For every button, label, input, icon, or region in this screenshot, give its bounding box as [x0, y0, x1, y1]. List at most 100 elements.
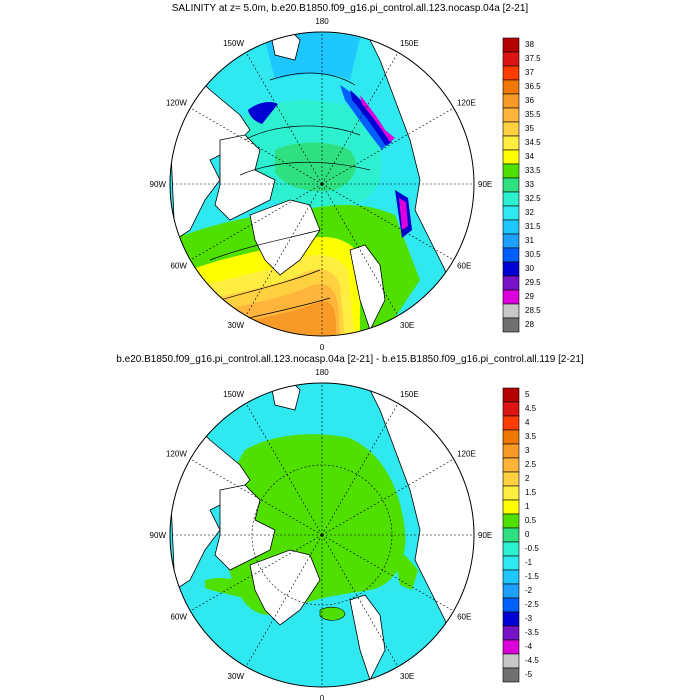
colorbar-label: 33.5 — [525, 166, 541, 175]
land-iceland — [195, 680, 230, 690]
colorbar-label: -4.5 — [525, 656, 539, 665]
colorbar-swatch — [503, 108, 519, 122]
colorbar-swatch — [503, 206, 519, 220]
colorbar-label: 31 — [525, 236, 534, 245]
colorbar-label: 30.5 — [525, 250, 541, 259]
colorbar-label: 36 — [525, 96, 534, 105]
longitude-label: 180 — [315, 17, 329, 26]
colorbar-label: -3.5 — [525, 628, 539, 637]
colorbar-swatch — [503, 38, 519, 52]
colorbar-swatch — [503, 640, 519, 654]
colorbar-swatch — [503, 164, 519, 178]
colorbar-label: 37 — [525, 68, 534, 77]
colorbar-label: -4 — [525, 642, 533, 651]
colorbar-swatch — [503, 52, 519, 66]
colorbar-swatch — [503, 430, 519, 444]
longitude-label: 120E — [457, 450, 476, 459]
colorbar-label: -5 — [525, 670, 533, 679]
colorbar-label: 30 — [525, 264, 534, 273]
colorbar-label: 3 — [525, 446, 530, 455]
colorbar-swatch — [503, 542, 519, 556]
colorbar-swatch — [503, 150, 519, 164]
colorbar-swatch — [503, 234, 519, 248]
colorbar-swatch — [503, 528, 519, 542]
colorbar-label: -3 — [525, 614, 533, 623]
longitude-label: 150E — [400, 390, 419, 399]
colorbar-swatch — [503, 248, 519, 262]
colorbar-swatch — [503, 402, 519, 416]
colorbar-swatch — [503, 584, 519, 598]
longitude-label: 180 — [315, 368, 329, 377]
colorbar-swatch — [503, 318, 519, 332]
longitude-label: 60E — [457, 613, 471, 622]
bottom-colorbar: 54.543.532.521.510.50-0.5-1-1.5-2-2.5-3-… — [503, 388, 539, 682]
colorbar-swatch — [503, 444, 519, 458]
colorbar-label: 35.5 — [525, 110, 541, 119]
longitude-label: 90E — [478, 180, 492, 189]
colorbar-label: 1 — [525, 502, 530, 511]
colorbar-label: 34.5 — [525, 138, 541, 147]
colorbar-swatch — [503, 136, 519, 150]
colorbar-swatch — [503, 388, 519, 402]
colorbar-swatch — [503, 178, 519, 192]
longitude-label: 150W — [223, 39, 244, 48]
longitude-label: 90W — [150, 180, 167, 189]
longitude-label: 60E — [457, 262, 471, 271]
colorbar-label: -1.5 — [525, 572, 539, 581]
colorbar-label: -2 — [525, 586, 533, 595]
longitude-label: 30W — [228, 321, 245, 330]
colorbar-swatch — [503, 598, 519, 612]
colorbar-label: 2.5 — [525, 460, 537, 469]
longitude-label: 30E — [400, 672, 414, 681]
colorbar-label: 29.5 — [525, 278, 541, 287]
colorbar-swatch — [503, 556, 519, 570]
colorbar-label: 32 — [525, 208, 534, 217]
land-bering — [270, 370, 300, 410]
colorbar-swatch — [503, 304, 519, 318]
longitude-label: 150E — [400, 39, 419, 48]
colorbar-swatch — [503, 290, 519, 304]
colorbar-label: 0.5 — [525, 516, 537, 525]
colorbar-label: 5 — [525, 390, 530, 399]
colorbar-swatch — [503, 276, 519, 290]
colorbar-swatch — [503, 66, 519, 80]
longitude-label: 150W — [223, 390, 244, 399]
colorbar-swatch — [503, 122, 519, 136]
colorbar-label: 36.5 — [525, 82, 541, 91]
colorbar-label: 28 — [525, 320, 534, 329]
longitude-label: 120W — [166, 99, 187, 108]
colorbar-swatch — [503, 612, 519, 626]
colorbar-swatch — [503, 626, 519, 640]
colorbar-swatch — [503, 262, 519, 276]
colorbar-label: -2.5 — [525, 600, 539, 609]
longitude-label: 30E — [400, 321, 414, 330]
colorbar-swatch — [503, 654, 519, 668]
colorbar-label: 35 — [525, 124, 534, 133]
colorbar-swatch — [503, 570, 519, 584]
colorbar-label: 38 — [525, 40, 534, 49]
top-colorbar: 38 37.5 37 36.5 36 35.5 35 34.5 34 33.5 33 32.5 32 31… — [503, 38, 541, 332]
colorbar-label: 34 — [525, 152, 534, 161]
colorbar-label: 33 — [525, 180, 534, 189]
longitude-label: 120E — [457, 99, 476, 108]
colorbar-swatch — [503, 220, 519, 234]
colorbar-swatch — [503, 458, 519, 472]
colorbar-swatch — [503, 514, 519, 528]
colorbar-label: 1.5 — [525, 488, 537, 497]
colorbar-label: 4.5 — [525, 404, 537, 413]
salinity-anomaly-region — [320, 607, 345, 620]
colorbar-swatch — [503, 472, 519, 486]
colorbar-swatch — [503, 486, 519, 500]
colorbar-label: -1 — [525, 558, 533, 567]
colorbar-label: 4 — [525, 418, 530, 427]
longitude-label: 60W — [170, 262, 187, 271]
longitude-label: 0 — [320, 694, 325, 700]
land-iceland — [195, 330, 230, 340]
longitude-label: 60W — [170, 613, 187, 622]
longitude-label: 0 — [320, 343, 325, 352]
colorbar-swatch — [503, 416, 519, 430]
bottom-polar-map: 180 150E 120E 90E 60E 30E 0 30W 60W 90W 120W 150W — [150, 368, 493, 700]
colorbar-swatch — [503, 668, 519, 682]
colorbar-label: 3.5 — [525, 432, 537, 441]
